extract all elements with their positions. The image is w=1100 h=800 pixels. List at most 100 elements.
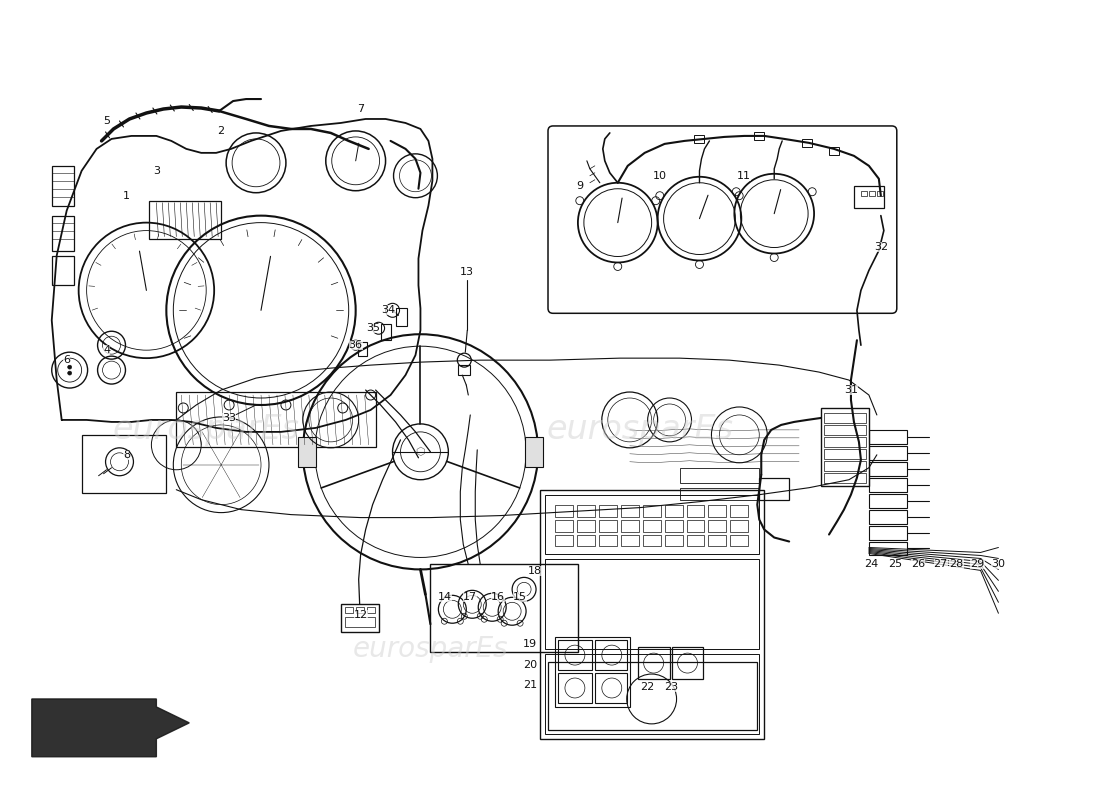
Bar <box>595 673 627 703</box>
Text: 8: 8 <box>123 450 130 460</box>
Bar <box>708 534 726 546</box>
Polygon shape <box>32 699 189 757</box>
Bar <box>869 190 874 196</box>
Bar <box>548 662 757 730</box>
Bar <box>759 478 789 500</box>
Bar <box>686 519 704 531</box>
Bar <box>150 201 221 238</box>
Bar <box>869 542 906 555</box>
Bar <box>680 468 759 482</box>
Bar <box>52 216 74 250</box>
Bar <box>620 519 639 531</box>
Bar <box>358 342 366 356</box>
Bar <box>556 519 573 531</box>
Text: 3: 3 <box>153 166 159 176</box>
Bar <box>341 604 378 632</box>
Text: eurosparEs: eurosparEs <box>112 414 299 446</box>
Circle shape <box>68 365 72 369</box>
Text: 36: 36 <box>349 340 363 350</box>
Text: 29: 29 <box>970 559 985 570</box>
Bar <box>869 462 906 476</box>
Bar <box>869 478 906 492</box>
Text: 27: 27 <box>934 559 948 570</box>
Bar <box>686 505 704 517</box>
Bar <box>620 534 639 546</box>
Text: ⬡: ⬡ <box>416 447 426 457</box>
Bar <box>730 519 748 531</box>
Text: 5: 5 <box>103 116 110 126</box>
Text: 4: 4 <box>103 345 110 355</box>
Text: eurosparEs: eurosparEs <box>353 635 508 663</box>
Bar <box>544 654 759 734</box>
Bar <box>824 473 866 482</box>
Bar <box>824 449 866 458</box>
Bar <box>821 408 869 486</box>
Bar <box>755 132 764 140</box>
Text: 14: 14 <box>438 592 452 602</box>
Text: 15: 15 <box>513 592 527 602</box>
Bar <box>694 135 704 143</box>
Bar <box>576 505 595 517</box>
Bar <box>869 430 906 444</box>
Bar <box>861 190 867 196</box>
Text: 31: 31 <box>844 385 858 395</box>
Bar <box>298 437 316 466</box>
Bar <box>556 505 573 517</box>
Bar <box>708 505 726 517</box>
Bar <box>344 618 375 627</box>
Text: 26: 26 <box>911 559 925 570</box>
Bar <box>730 505 748 517</box>
Bar <box>525 437 543 466</box>
Text: 7: 7 <box>358 104 364 114</box>
Bar <box>459 365 471 375</box>
Bar <box>824 437 866 447</box>
Text: 22: 22 <box>640 682 654 692</box>
Bar <box>664 505 682 517</box>
Bar <box>558 640 592 670</box>
Bar <box>642 519 661 531</box>
Text: 10: 10 <box>652 170 667 181</box>
Bar <box>686 534 704 546</box>
Text: 13: 13 <box>460 267 474 278</box>
Bar <box>544 494 759 554</box>
Bar <box>642 505 661 517</box>
Bar <box>598 505 617 517</box>
Bar <box>638 647 670 679</box>
Text: 9: 9 <box>576 181 583 190</box>
Bar <box>824 461 866 470</box>
Bar <box>544 559 759 649</box>
Bar <box>730 534 748 546</box>
Bar <box>556 534 573 546</box>
Text: 33: 33 <box>222 413 236 423</box>
Text: 19: 19 <box>522 639 537 649</box>
Bar <box>598 534 617 546</box>
Text: 28: 28 <box>949 559 964 570</box>
Bar <box>381 324 390 340</box>
Bar <box>430 565 578 652</box>
Bar <box>595 640 627 670</box>
Text: 21: 21 <box>522 680 537 690</box>
Bar <box>672 647 704 679</box>
Text: 20: 20 <box>522 660 537 670</box>
Text: 32: 32 <box>873 242 888 251</box>
Bar <box>664 534 682 546</box>
Bar <box>81 435 166 493</box>
Text: 6: 6 <box>63 355 70 365</box>
Bar <box>355 607 364 614</box>
Text: 16: 16 <box>492 592 505 602</box>
Bar <box>344 607 353 614</box>
Bar <box>620 505 639 517</box>
Text: 11: 11 <box>737 170 751 181</box>
Bar <box>869 526 906 539</box>
Text: 24: 24 <box>864 559 878 570</box>
Bar <box>52 255 74 286</box>
Bar <box>366 607 375 614</box>
Text: 25: 25 <box>888 559 902 570</box>
Bar <box>877 190 883 196</box>
Text: 35: 35 <box>366 323 381 334</box>
Bar <box>869 446 906 460</box>
Bar <box>824 413 866 423</box>
Bar <box>598 519 617 531</box>
Bar <box>576 534 595 546</box>
Text: 23: 23 <box>664 682 679 692</box>
